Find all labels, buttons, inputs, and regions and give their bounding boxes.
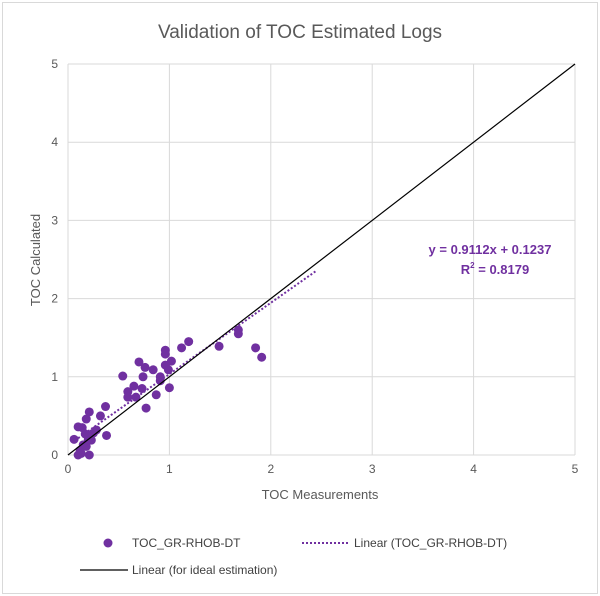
data-point — [164, 383, 174, 393]
data-point — [73, 450, 83, 460]
data-point — [141, 403, 151, 413]
x-tick-label: 2 — [267, 462, 274, 476]
data-point — [233, 329, 243, 339]
data-point — [131, 392, 141, 402]
data-point — [95, 411, 105, 421]
data-point — [69, 434, 79, 444]
legend-marker-scatter — [103, 538, 113, 548]
legend-label-ideal-line: Linear (for ideal estimation) — [132, 563, 277, 577]
data-point — [88, 428, 98, 438]
data-point — [81, 414, 91, 424]
chart-title: Validation of TOC Estimated Logs — [158, 22, 442, 43]
x-tick-label: 5 — [572, 462, 579, 476]
x-tick-label: 0 — [65, 462, 72, 476]
y-tick-label: 2 — [51, 292, 58, 306]
data-point — [81, 441, 91, 451]
data-point — [134, 357, 144, 367]
data-point — [160, 349, 170, 359]
data-point — [102, 430, 112, 440]
legend-label-trendline: Linear (TOC_GR-RHOB-DT) — [354, 536, 507, 550]
data-point — [184, 337, 194, 347]
data-point — [129, 381, 139, 391]
data-point — [177, 343, 187, 353]
data-point — [214, 341, 224, 351]
y-tick-label: 0 — [51, 448, 58, 462]
data-point — [138, 372, 148, 382]
trendline-equation: y = 0.9112x + 0.1237 — [429, 242, 552, 257]
data-point — [101, 402, 111, 412]
data-point — [118, 371, 128, 381]
data-point — [257, 352, 267, 362]
x-tick-label: 3 — [369, 462, 376, 476]
data-point — [86, 435, 96, 445]
x-tick-label: 4 — [470, 462, 477, 476]
data-point — [140, 362, 150, 372]
y-tick-label: 5 — [51, 57, 58, 71]
data-point — [251, 343, 261, 353]
data-point — [151, 390, 161, 400]
data-point — [84, 407, 94, 417]
x-tick-label: 1 — [166, 462, 173, 476]
data-point — [123, 392, 133, 402]
y-tick-label: 3 — [51, 213, 58, 227]
x-axis-label: TOC Measurements — [262, 487, 379, 502]
y-tick-label: 4 — [51, 135, 58, 149]
data-point — [148, 365, 158, 375]
r-squared-label: R2 = 0.8179 — [461, 261, 529, 277]
trendline — [77, 269, 318, 440]
legend-label-scatter: TOC_GR-RHOB-DT — [132, 536, 241, 550]
y-axis-label: TOC Calculated — [28, 214, 43, 306]
data-point — [84, 450, 94, 460]
data-point — [77, 423, 87, 433]
ideal-estimation-line — [67, 63, 576, 456]
y-tick-label: 1 — [51, 370, 58, 384]
